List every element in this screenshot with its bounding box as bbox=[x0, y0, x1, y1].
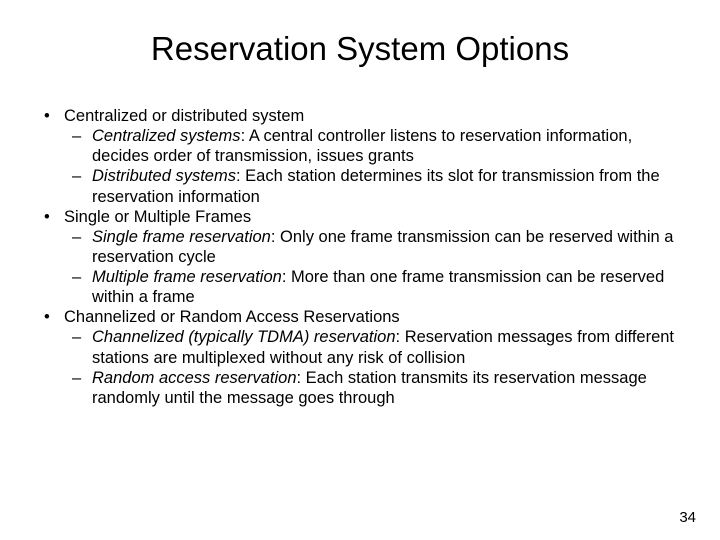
list-item: Centralized systems: A central controlle… bbox=[92, 126, 680, 166]
list-item: Multiple frame reservation: More than on… bbox=[92, 267, 680, 307]
list-item: Channelized or Random Access Reservation… bbox=[64, 307, 680, 408]
sub-em: Distributed systems bbox=[92, 167, 236, 185]
list-item: Distributed systems: Each station determ… bbox=[92, 166, 680, 206]
sub-em: Multiple frame reservation bbox=[92, 268, 282, 286]
list-item: Single frame reservation: Only one frame… bbox=[92, 227, 680, 267]
sub-list: Channelized (typically TDMA) reservation… bbox=[64, 327, 680, 408]
slide: Reservation System Options Centralized o… bbox=[0, 0, 720, 540]
bullet-text: Channelized or Random Access Reservation… bbox=[64, 308, 400, 326]
sub-em: Centralized systems bbox=[92, 127, 241, 145]
bullet-text: Single or Multiple Frames bbox=[64, 208, 251, 226]
page-number: 34 bbox=[679, 509, 696, 526]
list-item: Centralized or distributed system Centra… bbox=[64, 106, 680, 207]
sub-em: Channelized (typically TDMA) reservation bbox=[92, 328, 396, 346]
sub-list: Centralized systems: A central controlle… bbox=[64, 126, 680, 207]
slide-title: Reservation System Options bbox=[40, 30, 680, 68]
sub-em: Random access reservation bbox=[92, 369, 297, 387]
list-item: Random access reservation: Each station … bbox=[92, 368, 680, 408]
sub-list: Single frame reservation: Only one frame… bbox=[64, 227, 680, 308]
list-item: Channelized (typically TDMA) reservation… bbox=[92, 327, 680, 367]
slide-body: Centralized or distributed system Centra… bbox=[40, 106, 680, 408]
bullet-text: Centralized or distributed system bbox=[64, 107, 304, 125]
sub-em: Single frame reservation bbox=[92, 228, 271, 246]
bullet-list: Centralized or distributed system Centra… bbox=[40, 106, 680, 408]
list-item: Single or Multiple Frames Single frame r… bbox=[64, 207, 680, 308]
